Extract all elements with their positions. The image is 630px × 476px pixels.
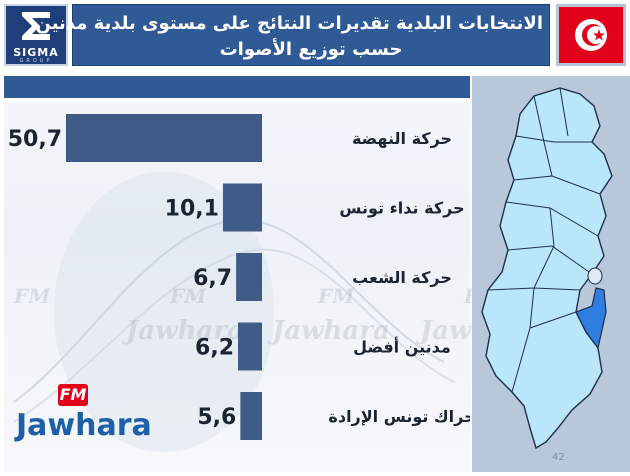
bar-value-label: 10,1 — [165, 197, 219, 222]
bar-chart: 50,7 حركة النهضة 10,1 حركة نداء تونس 6,7 حركة… — [8, 114, 470, 440]
page-subtitle: حسب توزيع الأصوات — [219, 39, 403, 60]
page-number: 42 — [552, 452, 565, 463]
panel-band-divider — [4, 98, 470, 102]
bar — [240, 392, 262, 440]
bar — [236, 253, 262, 301]
bar — [238, 322, 262, 371]
bar-value-label: 6,2 — [195, 336, 234, 361]
fm-logo-badge: FM — [58, 384, 88, 406]
page-title: الانتخابات البلدية تقديرات النتائج على م… — [35, 13, 544, 34]
watermark-fm: FM — [170, 284, 207, 308]
logo-subtext: GROUP — [19, 58, 53, 64]
watermark-text: Jawhara — [272, 316, 390, 346]
bar-value-label: 5,6 — [197, 405, 236, 430]
map-panel — [472, 76, 630, 472]
watermark-fm: FM — [14, 284, 51, 308]
tunisia-map-icon — [481, 87, 613, 450]
category-label: حراك تونس الإرادة — [328, 407, 470, 426]
jawhara-logo-text: Jawhara — [16, 408, 152, 443]
sigma-icon — [22, 12, 50, 40]
sigma-logo: SIGMA GROUP — [4, 4, 68, 66]
category-label: مدنين أفضل — [353, 337, 451, 357]
watermark-text: Jawhara — [126, 316, 244, 346]
category-label: حركة النهضة — [352, 129, 452, 148]
logo-text: SIGMA — [13, 46, 59, 59]
title-box: الانتخابات البلدية تقديرات النتائج على م… — [35, 4, 550, 66]
category-label: حركة نداء تونس — [339, 199, 464, 218]
tunisia-flag-icon — [556, 4, 626, 66]
bar-value-label: 6,7 — [193, 266, 232, 291]
watermark-fm: FM — [318, 284, 355, 308]
header: SIGMA GROUP الانتخابات البلدية تقديرات ا… — [0, 0, 630, 72]
panel-band — [4, 76, 470, 98]
bar — [66, 114, 262, 162]
bar — [222, 183, 262, 232]
bar-value-label: 50,7 — [8, 127, 62, 152]
category-label: حركة الشعب — [352, 268, 452, 287]
